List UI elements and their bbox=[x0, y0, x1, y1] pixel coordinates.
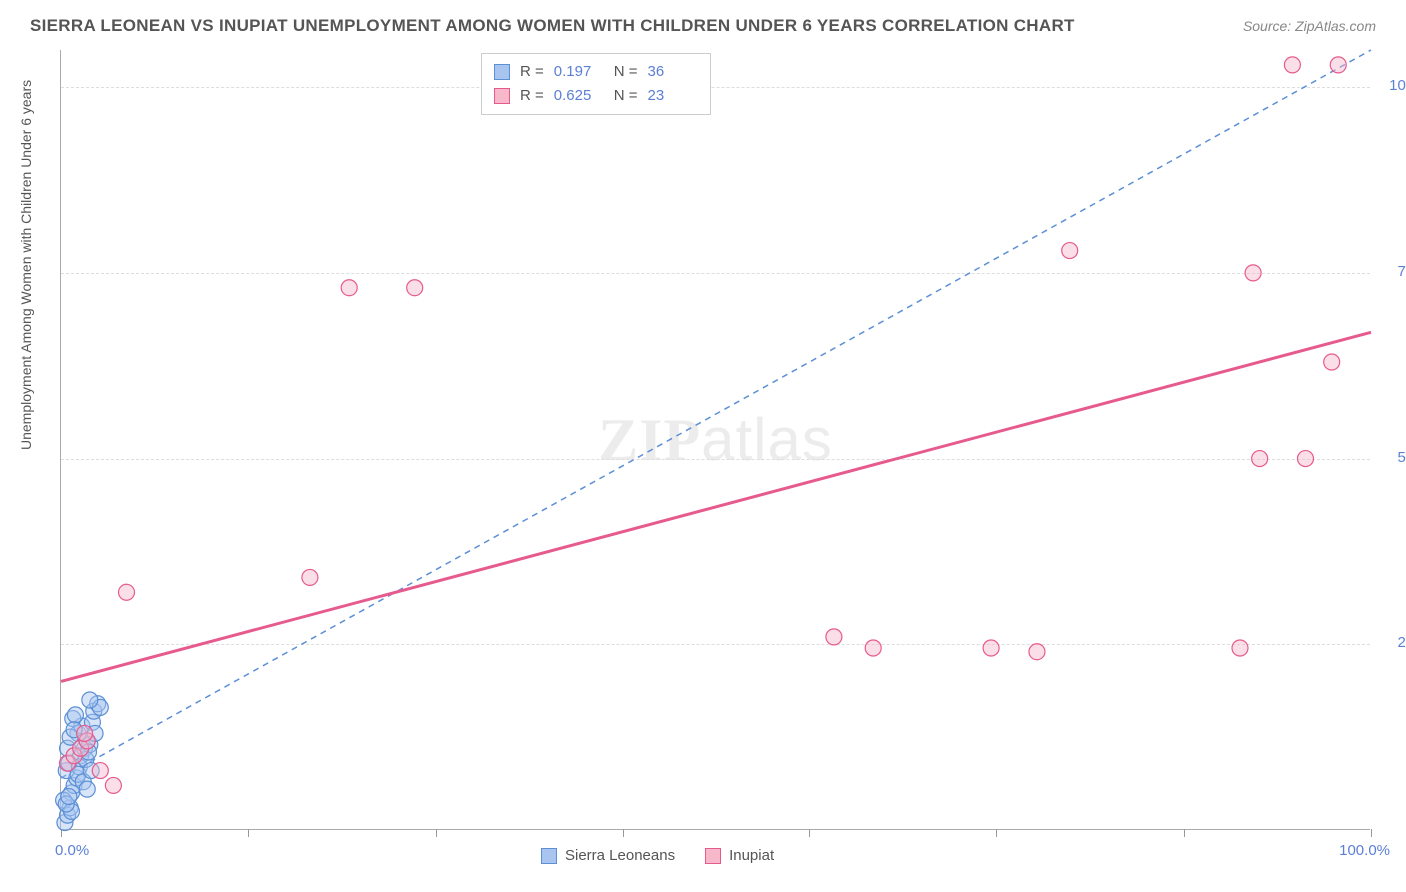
data-point bbox=[983, 640, 999, 656]
data-point bbox=[407, 280, 423, 296]
n-value: 36 bbox=[648, 60, 698, 84]
y-tick-label: 25.0% bbox=[1397, 634, 1406, 651]
data-point bbox=[1252, 451, 1268, 467]
data-point bbox=[341, 280, 357, 296]
y-tick-label: 75.0% bbox=[1397, 263, 1406, 280]
chart-title: SIERRA LEONEAN VS INUPIAT UNEMPLOYMENT A… bbox=[30, 16, 1075, 36]
legend-item: Sierra Leoneans bbox=[541, 847, 675, 864]
y-axis-label: Unemployment Among Women with Children U… bbox=[18, 80, 34, 450]
data-point bbox=[1232, 640, 1248, 656]
x-tick bbox=[436, 829, 437, 837]
x-axis-min-label: 0.0% bbox=[55, 842, 89, 859]
r-value: 0.625 bbox=[554, 84, 604, 108]
data-point bbox=[61, 789, 77, 805]
data-point bbox=[119, 584, 135, 600]
data-point bbox=[302, 569, 318, 585]
x-tick bbox=[809, 829, 810, 837]
x-axis-max-label: 100.0% bbox=[1339, 842, 1390, 859]
source-attribution: Source: ZipAtlas.com bbox=[1243, 18, 1376, 34]
legend-label: Inupiat bbox=[729, 847, 774, 864]
n-label: N = bbox=[614, 60, 638, 84]
data-point bbox=[1062, 243, 1078, 259]
r-label: R = bbox=[520, 84, 544, 108]
x-tick bbox=[248, 829, 249, 837]
stats-row: R = 0.625 N = 23 bbox=[494, 84, 698, 108]
trend-line bbox=[61, 332, 1371, 681]
legend-swatch bbox=[541, 848, 557, 864]
legend-label: Sierra Leoneans bbox=[565, 847, 675, 864]
x-tick bbox=[996, 829, 997, 837]
data-point bbox=[1330, 57, 1346, 73]
trend-line bbox=[61, 50, 1371, 778]
data-point bbox=[826, 629, 842, 645]
data-point bbox=[77, 725, 93, 741]
legend: Sierra Leoneans Inupiat bbox=[541, 847, 774, 864]
x-tick bbox=[1371, 829, 1372, 837]
x-tick bbox=[1184, 829, 1185, 837]
r-value: 0.197 bbox=[554, 60, 604, 84]
data-point bbox=[1298, 451, 1314, 467]
scatter-svg bbox=[61, 50, 1371, 830]
legend-swatch bbox=[705, 848, 721, 864]
data-point bbox=[865, 640, 881, 656]
data-point bbox=[1245, 265, 1261, 281]
series-swatch bbox=[494, 64, 510, 80]
data-point bbox=[79, 781, 95, 797]
y-tick-label: 100.0% bbox=[1389, 77, 1406, 94]
r-label: R = bbox=[520, 60, 544, 84]
chart-plot-area: ZIPatlas 25.0%50.0%75.0%100.0% R =0.197N… bbox=[60, 50, 1370, 830]
data-point bbox=[105, 777, 121, 793]
data-point bbox=[67, 707, 83, 723]
data-point bbox=[1324, 354, 1340, 370]
n-label: N = bbox=[614, 84, 638, 108]
data-point bbox=[82, 692, 98, 708]
x-tick bbox=[623, 829, 624, 837]
y-tick-label: 50.0% bbox=[1397, 449, 1406, 466]
n-value: 23 bbox=[648, 84, 698, 108]
correlation-stats-box: R = 0.197 N = 36 R = 0.625 N = 23 bbox=[481, 53, 711, 115]
data-point bbox=[1029, 644, 1045, 660]
data-point bbox=[92, 763, 108, 779]
legend-item: Inupiat bbox=[705, 847, 774, 864]
stats-row: R = 0.197 N = 36 bbox=[494, 60, 698, 84]
data-point bbox=[1284, 57, 1300, 73]
series-swatch bbox=[494, 88, 510, 104]
